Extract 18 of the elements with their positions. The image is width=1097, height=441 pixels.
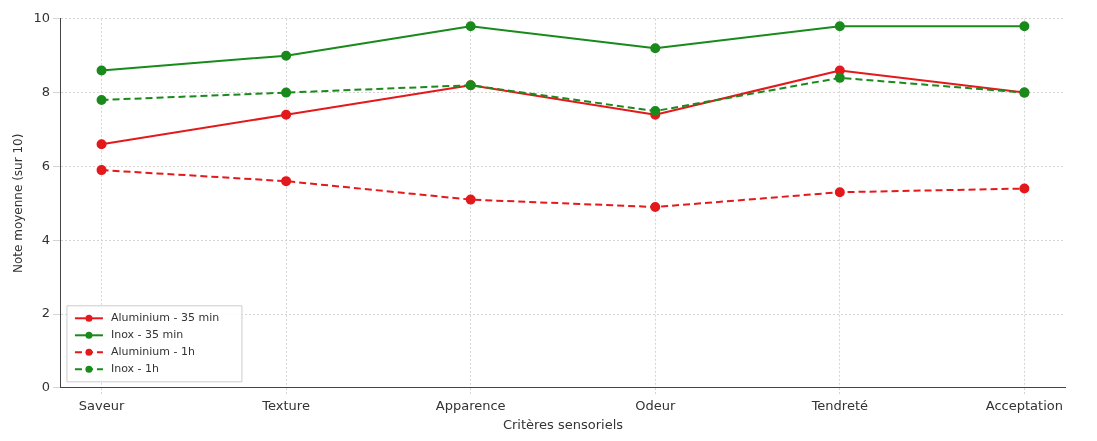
- x-tick-label: Saveur: [78, 397, 125, 413]
- x-tick-label: Acceptation: [985, 397, 1063, 413]
- y-tick-label: 4: [41, 231, 50, 247]
- y-tick-label: 6: [41, 157, 50, 173]
- x-tick-label: Tendreté: [810, 397, 869, 413]
- legend-label: Aluminium - 35 min: [110, 311, 220, 325]
- y-tick-label: 0: [41, 379, 50, 395]
- x-tick-label: Apparence: [435, 397, 506, 413]
- y-tick-label: 2: [41, 305, 50, 321]
- x-axis-title: Critères sensoriels: [502, 416, 624, 432]
- y-tick-label: 8: [41, 83, 50, 99]
- x-tick-label: Odeur: [635, 397, 676, 413]
- y-tick-label: 10: [33, 10, 50, 26]
- legend-label: Inox - 1h: [110, 362, 160, 376]
- x-tick-label: Texture: [261, 397, 310, 413]
- legend-label: Aluminium - 1h: [110, 345, 195, 359]
- y-axis-title: Note moyenne (sur 10): [11, 133, 26, 273]
- legend-label: Inox - 35 min: [110, 328, 184, 342]
